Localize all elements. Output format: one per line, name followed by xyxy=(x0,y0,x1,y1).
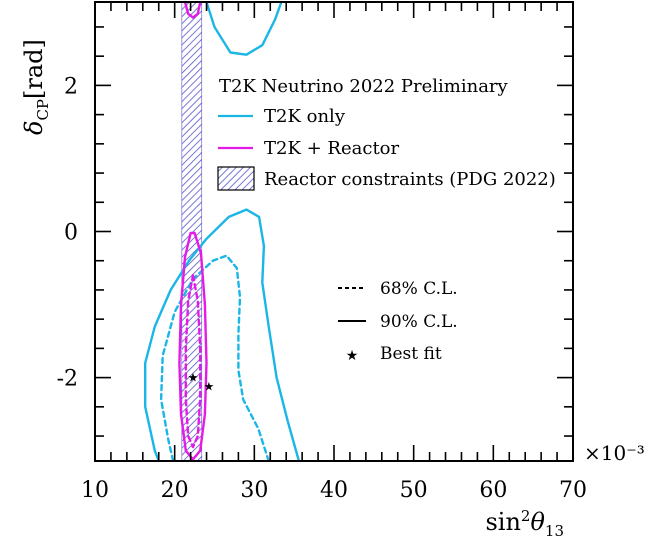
y-tick-label: -2 xyxy=(57,367,78,392)
contour-t2k-only-68-c-l xyxy=(159,254,270,461)
x-multiplier: ×10⁻³ xyxy=(584,441,645,465)
legend-label-t2k-only: T2K only xyxy=(264,106,346,127)
x-tick-label: 40 xyxy=(320,478,348,503)
x-tick-label: 70 xyxy=(559,478,587,503)
contour-t2k-only-90-c-l-upper-lobe xyxy=(205,2,283,56)
x-tick-label: 30 xyxy=(240,478,268,503)
style-legend-label-68: 68% C.L. xyxy=(380,279,458,299)
legend-title: T2K Neutrino 2022 Preliminary xyxy=(219,76,509,97)
x-tick-label: 60 xyxy=(479,478,507,503)
y-axis-label: δCP[rad] xyxy=(20,39,52,135)
contour-t2k-reactor-90-c-l xyxy=(178,231,208,461)
y-tick-label: 0 xyxy=(64,221,78,246)
plot-frame xyxy=(94,1,574,462)
legend-label-t2k-reactor: T2K + Reactor xyxy=(264,138,400,159)
best-fit-t2k-reactor: ★ xyxy=(188,371,199,385)
x-axis-label: sin2θ13 xyxy=(485,507,564,540)
contour-t2k-reactor-68-c-l xyxy=(184,274,202,449)
x-tick-label: 50 xyxy=(400,478,428,503)
style-legend-swatch-bestfit: ★ xyxy=(346,348,359,364)
contour-t2k-only-90-c-l xyxy=(144,208,301,461)
legend-label-reactor-band: Reactor constraints (PDG 2022) xyxy=(264,169,556,190)
contour-t2k-reactor-90-c-l-upper-lobe xyxy=(183,2,202,19)
style-legend-label-90: 90% C.L. xyxy=(380,312,458,332)
x-tick-label: 20 xyxy=(161,478,189,503)
best-fit-t2k-only: ★ xyxy=(204,379,215,393)
legend-swatch-reactor-band xyxy=(217,166,255,191)
style-legend-label-bestfit: Best fit xyxy=(380,344,442,364)
x-tick-label: 10 xyxy=(81,478,109,503)
y-tick-label: 2 xyxy=(64,74,78,99)
